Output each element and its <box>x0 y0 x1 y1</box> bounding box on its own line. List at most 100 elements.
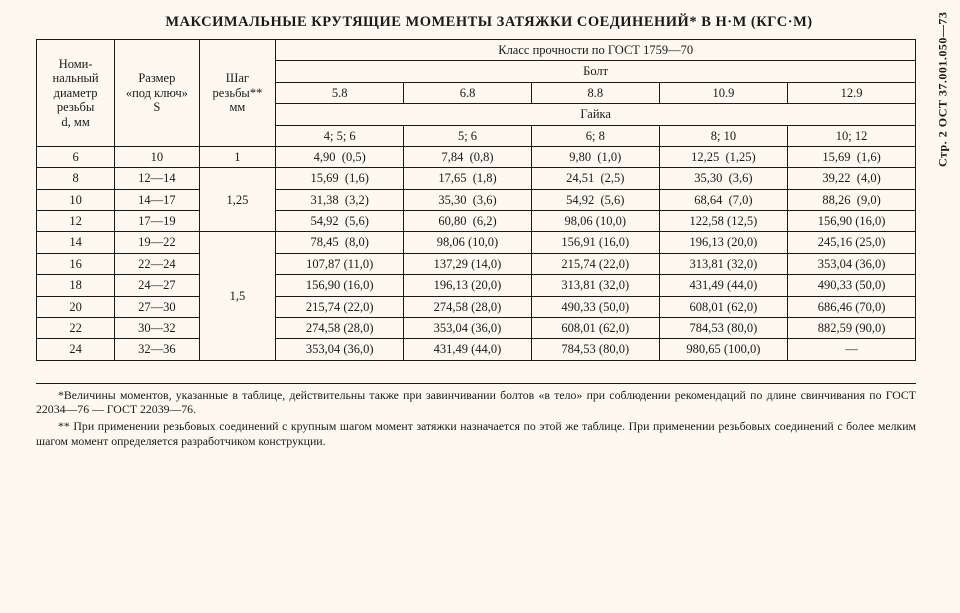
cell-diameter: 14 <box>37 232 115 253</box>
table-row: 2230—32 274,58 (28,0)353,04 (36,0)608,01 … <box>37 317 916 338</box>
cell-diameter: 16 <box>37 253 115 274</box>
cell-value: 215,74 (22,0) <box>276 296 404 317</box>
cell-diameter: 6 <box>37 146 115 167</box>
cell-value: 9,80 (1,0) <box>531 146 659 167</box>
cell-pitch: 1,5 <box>199 232 276 360</box>
table-row: 1824—27 156,90 (16,0)196,13 (20,0)313,81 … <box>37 275 916 296</box>
table-row: 2027—30 215,74 (22,0)274,58 (28,0)490,33 … <box>37 296 916 317</box>
cell-value: 15,69 (1,6) <box>788 146 916 167</box>
cell-value: 196,13 (20,0) <box>404 275 532 296</box>
table-row: 1217—1954,92 (5,6)60,80 (6,2)98,06 (10,0… <box>37 211 916 232</box>
col-header-bolt-class-4: 12.9 <box>788 82 916 103</box>
table-row: 2432—36 353,04 (36,0)431,49 (44,0)784,53 … <box>37 339 916 360</box>
cell-value: 7,84 (0,8) <box>404 146 532 167</box>
cell-key-size: 32—36 <box>115 339 199 360</box>
col-header-key-size: Размер«под ключ»S <box>115 40 199 147</box>
cell-key-size: 19—22 <box>115 232 199 253</box>
cell-value: 196,13 (20,0) <box>659 232 787 253</box>
cell-key-size: 17—19 <box>115 211 199 232</box>
cell-value: 31,38 (3,2) <box>276 189 404 210</box>
cell-value: 88,26 (9,0) <box>788 189 916 210</box>
cell-value: 68,64 (7,0) <box>659 189 787 210</box>
cell-value: 608,01 (62,0) <box>659 296 787 317</box>
cell-value: 12,25 (1,25) <box>659 146 787 167</box>
cell-diameter: 18 <box>37 275 115 296</box>
cell-value: 98,06 (10,0) <box>404 232 532 253</box>
cell-value: 156,91 (16,0) <box>531 232 659 253</box>
cell-value: 274,58 (28,0) <box>276 317 404 338</box>
cell-value: 24,51 (2,5) <box>531 168 659 189</box>
col-header-nut-class-1: 5; 6 <box>404 125 532 146</box>
col-header-nut: Гайка <box>276 104 916 125</box>
table-title: МАКСИМАЛЬНЫЕ КРУТЯЩИЕ МОМЕНТЫ ЗАТЯЖКИ СО… <box>36 14 942 31</box>
footnotes: *Величины моментов, указанные в таблице,… <box>36 383 916 449</box>
cell-diameter: 24 <box>37 339 115 360</box>
cell-value: 608,01 (62,0) <box>531 317 659 338</box>
cell-value: 98,06 (10,0) <box>531 211 659 232</box>
cell-value: 882,59 (90,0) <box>788 317 916 338</box>
cell-key-size: 27—30 <box>115 296 199 317</box>
cell-value: 686,46 (70,0) <box>788 296 916 317</box>
col-header-nut-class-4: 10; 12 <box>788 125 916 146</box>
cell-value: 980,65 (100,0) <box>659 339 787 360</box>
col-header-nut-class-3: 8; 10 <box>659 125 787 146</box>
col-header-diameter: Номи-нальныйдиаметррезьбыd, мм <box>37 40 115 147</box>
cell-diameter: 20 <box>37 296 115 317</box>
footnote-2: ** При применении резьбовых соединений с… <box>36 419 916 448</box>
col-header-bolt-class-3: 10.9 <box>659 82 787 103</box>
cell-value: 313,81 (32,0) <box>659 253 787 274</box>
cell-key-size: 12—14 <box>115 168 199 189</box>
cell-pitch: 1 <box>199 146 276 167</box>
col-header-pitch: Шагрезьбы**мм <box>199 40 276 147</box>
cell-diameter: 10 <box>37 189 115 210</box>
torque-table: Номи-нальныйдиаметррезьбыd, ммРазмер«под… <box>36 39 916 361</box>
cell-value: 274,58 (28,0) <box>404 296 532 317</box>
cell-diameter: 12 <box>37 211 115 232</box>
cell-value: 245,16 (25,0) <box>788 232 916 253</box>
cell-value: 137,29 (14,0) <box>404 253 532 274</box>
cell-value: 156,90 (16,0) <box>788 211 916 232</box>
cell-value: 4,90 (0,5) <box>276 146 404 167</box>
cell-value: 784,53 (80,0) <box>659 317 787 338</box>
cell-value: 784,53 (80,0) <box>531 339 659 360</box>
table-row: 61014,90 (0,5)7,84 (0,8)9,80 (1,0)12,25 … <box>37 146 916 167</box>
cell-value: 54,92 (5,6) <box>276 211 404 232</box>
cell-value: 107,87 (11,0) <box>276 253 404 274</box>
cell-key-size: 30—32 <box>115 317 199 338</box>
cell-value: 431,49 (44,0) <box>404 339 532 360</box>
side-page-label: Стр. 2 ОСТ 37.001.050—73 <box>932 12 954 532</box>
cell-value: 431,49 (44,0) <box>659 275 787 296</box>
cell-value: 39,22 (4,0) <box>788 168 916 189</box>
cell-value: 78,45 (8,0) <box>276 232 404 253</box>
cell-value: 122,58 (12,5) <box>659 211 787 232</box>
cell-value: 353,04 (36,0) <box>404 317 532 338</box>
cell-key-size: 10 <box>115 146 199 167</box>
cell-key-size: 14—17 <box>115 189 199 210</box>
col-header-bolt-class-2: 8.8 <box>531 82 659 103</box>
cell-value: 156,90 (16,0) <box>276 275 404 296</box>
col-header-nut-class-2: 6; 8 <box>531 125 659 146</box>
col-header-class-span: Класс прочности по ГОСТ 1759—70 <box>276 40 916 61</box>
cell-value: 490,33 (50,0) <box>531 296 659 317</box>
cell-value: 353,04 (36,0) <box>788 253 916 274</box>
table-row: 1622—24107,87 (11,0)137,29 (14,0)215,74 … <box>37 253 916 274</box>
cell-key-size: 24—27 <box>115 275 199 296</box>
cell-value: 35,30 (3,6) <box>659 168 787 189</box>
footnote-1: *Величины моментов, указанные в таблице,… <box>36 388 916 417</box>
cell-value: 353,04 (36,0) <box>276 339 404 360</box>
col-header-bolt: Болт <box>276 61 916 82</box>
cell-value: 215,74 (22,0) <box>531 253 659 274</box>
cell-pitch: 1,25 <box>199 168 276 232</box>
col-header-nut-class-0: 4; 5; 6 <box>276 125 404 146</box>
table-row: 1419—221,578,45 (8,0)98,06 (10,0)156,91 … <box>37 232 916 253</box>
cell-value: 313,81 (32,0) <box>531 275 659 296</box>
col-header-bolt-class-0: 5.8 <box>276 82 404 103</box>
table-row: 1014—1731,38 (3,2)35,30 (3,6)54,92 (5,6)… <box>37 189 916 210</box>
cell-diameter: 22 <box>37 317 115 338</box>
cell-value: — <box>788 339 916 360</box>
cell-value: 15,69 (1,6) <box>276 168 404 189</box>
cell-diameter: 8 <box>37 168 115 189</box>
table-row: 812—141,2515,69 (1,6)17,65 (1,8)24,51 (2… <box>37 168 916 189</box>
cell-value: 54,92 (5,6) <box>531 189 659 210</box>
col-header-bolt-class-1: 6.8 <box>404 82 532 103</box>
